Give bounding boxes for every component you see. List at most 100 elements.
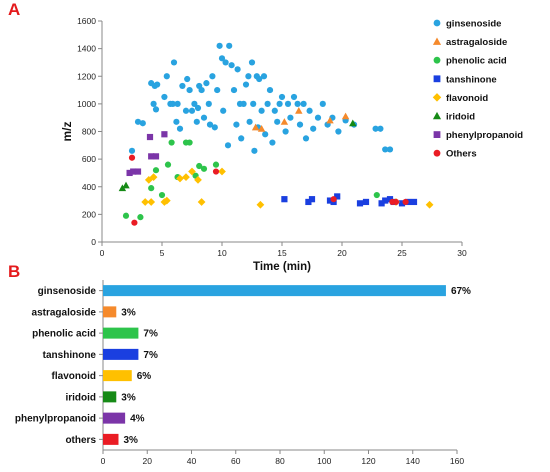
ginsenoside-point <box>161 93 168 101</box>
flavonoid-point <box>149 173 158 181</box>
others-point <box>131 219 138 226</box>
ginsenoside-point <box>128 147 136 154</box>
ginsenoside-point <box>218 55 226 62</box>
data-label-phenylpropanoid: 4% <box>130 414 145 425</box>
phenolic-acid-point <box>137 214 144 221</box>
category-label-astragaloside: astragaloside <box>32 307 97 318</box>
flavonoid-point <box>162 196 171 205</box>
ginsenoside-point <box>296 121 304 128</box>
ginsenoside-point <box>214 86 221 94</box>
data-label-flavonoid: 6% <box>137 371 152 382</box>
data-label-tanshinone: 7% <box>143 350 158 361</box>
phenolic-acid-point <box>122 212 130 219</box>
ginsenoside-point <box>179 82 186 90</box>
x-tick-label: 20 <box>337 248 347 258</box>
ginsenoside-point <box>310 125 317 132</box>
category-label-ginsenoside: ginsenoside <box>38 286 97 297</box>
flavonoid-point <box>188 167 196 176</box>
tanshinone-point <box>305 198 312 206</box>
ginsenoside-point <box>335 128 342 135</box>
flavonoid-point <box>218 167 226 176</box>
y-tick-label: 800 <box>82 127 96 137</box>
bar-ginsenoside <box>103 285 446 297</box>
astragaloside-point <box>295 107 303 114</box>
y-tick-label: 1000 <box>77 99 96 109</box>
ginsenoside-point <box>256 75 263 83</box>
phenolic-acid-point <box>212 161 220 168</box>
ginsenoside-point <box>276 100 283 107</box>
x-axis-title: Time (min) <box>253 261 311 273</box>
panel-label-b: B <box>8 262 21 281</box>
y-axis-title: m/z <box>60 121 74 141</box>
phenolic-acid-point <box>152 167 160 174</box>
legend-marker-flavonoid <box>432 93 442 102</box>
phenylpropanoid-point <box>130 168 137 175</box>
ginsenoside-point <box>290 93 298 101</box>
x-tick-label: 15 <box>277 248 287 258</box>
y-tick-label: 600 <box>82 154 96 164</box>
phenolic-acid-point <box>200 165 208 172</box>
legend-label-ginsenoside: ginsenoside <box>446 19 501 30</box>
legend-label-iridoid: iridoid <box>446 112 475 123</box>
bar-phenylpropanoid <box>103 412 126 424</box>
ginsenoside-point <box>154 81 161 88</box>
flavonoid-point <box>176 174 184 183</box>
x-tick-label: 140 <box>406 456 420 466</box>
flavonoid-point <box>194 175 202 184</box>
legend-label-flavonoid: flavonoid <box>446 93 488 104</box>
phenolic-acid-point <box>164 161 172 168</box>
ginsenoside-point <box>306 107 313 114</box>
ginsenoside-point <box>250 100 257 107</box>
ginsenoside-point <box>264 100 271 107</box>
ginsenoside-point <box>150 100 157 107</box>
ginsenoside-point <box>193 118 200 125</box>
tanshinone-point <box>356 200 364 207</box>
others-point <box>128 154 136 161</box>
tanshinone-point <box>281 196 288 203</box>
astragaloside-point <box>251 123 260 131</box>
phenolic-acid-point <box>158 191 166 199</box>
legend-marker-astragaloside <box>432 37 442 45</box>
legend-label-phenylpropanoid: phenylpropanoid <box>446 130 523 141</box>
tanshinone-point <box>398 200 406 207</box>
ginsenoside-point <box>377 125 384 132</box>
ginsenoside-point <box>240 100 247 107</box>
ginsenoside-point <box>260 73 268 80</box>
data-label-iridoid: 3% <box>121 392 136 403</box>
ginsenoside-point <box>386 146 394 153</box>
tanshinone-point <box>308 196 316 203</box>
ginsenoside-point <box>248 59 256 66</box>
ginsenoside-point <box>266 86 274 94</box>
legend-marker-ginsenoside <box>433 19 441 27</box>
ginsenoside-point <box>269 139 276 146</box>
ginsenoside-point <box>278 93 286 101</box>
panel-label-a: A <box>8 0 21 19</box>
bar-chart: 0 20 40 60 80 100 120 140 160 ginsenoside 67% astra… <box>15 280 471 466</box>
astragaloside-point <box>257 125 266 132</box>
tanshinone-point <box>382 197 389 204</box>
tanshinone-point <box>378 200 385 207</box>
flavonoid-point <box>197 198 206 206</box>
x-tick-label: 5 <box>160 248 165 258</box>
ginsenoside-point <box>226 42 233 49</box>
ginsenoside-point <box>174 100 181 107</box>
x-tick-label: 120 <box>361 456 375 466</box>
ginsenoside-point <box>211 124 218 131</box>
category-label-phenolic-acid: phenolic acid <box>32 329 96 340</box>
bar-astragaloside <box>103 306 117 318</box>
phenolic-acid-point <box>186 139 193 146</box>
ginsenoside-point <box>246 118 253 125</box>
data-label-phenolic-acid: 7% <box>143 329 158 340</box>
y-tick-label: 1200 <box>77 71 96 81</box>
others-point <box>392 198 400 206</box>
x-tick-label: 80 <box>275 456 285 466</box>
astragaloside-point <box>280 118 289 125</box>
category-label-phenylpropanoid: phenylpropanoid <box>15 414 96 425</box>
ginsenoside-point <box>188 107 196 114</box>
ginsenoside-point <box>134 118 142 125</box>
phenylpropanoid-point <box>134 168 142 175</box>
category-label-flavonoid: flavonoid <box>52 371 96 382</box>
bar-others <box>103 433 119 445</box>
legend-label-tanshinone: tanshinone <box>446 74 497 85</box>
y-tick-label: 400 <box>82 182 96 192</box>
